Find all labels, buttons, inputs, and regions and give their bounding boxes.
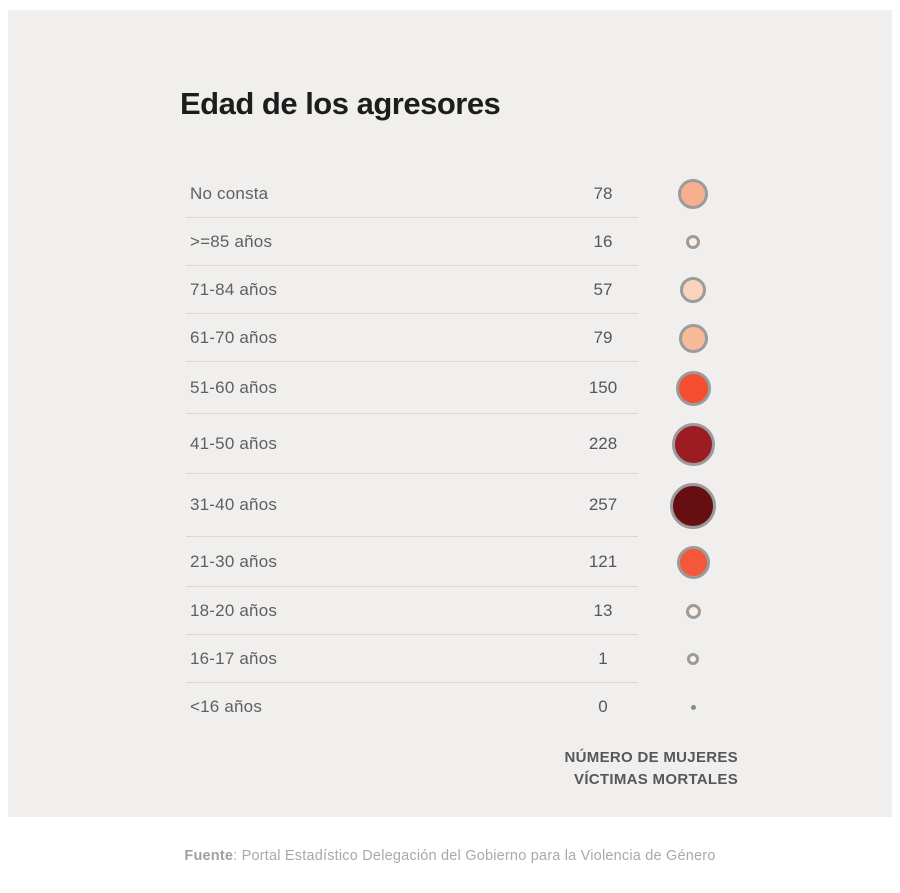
victim-count-value: 57 xyxy=(593,279,613,299)
age-range-label: 16-17 años xyxy=(190,648,278,668)
age-range-label: >=85 años xyxy=(190,231,273,251)
age-rows: No consta 78 >=85 años 16 71-84 años 57 … xyxy=(186,170,748,731)
row-bullet-cell xyxy=(638,314,748,362)
value-circle-mark xyxy=(671,422,715,466)
victim-count-value: 121 xyxy=(588,551,618,571)
row-main: 61-70 años 79 xyxy=(186,314,638,362)
table-row: <16 años 0 xyxy=(186,683,748,731)
value-circle-mark xyxy=(676,545,710,579)
row-bullet-cell xyxy=(638,537,748,587)
value-circle-mark xyxy=(690,704,696,710)
victim-count-value: 228 xyxy=(588,433,618,453)
table-row: No consta 78 xyxy=(186,170,748,218)
table-row: 31-40 años 257 xyxy=(186,474,748,537)
age-list: No consta 78 >=85 años 16 71-84 años 57 … xyxy=(186,170,748,791)
age-range-label: 41-50 años xyxy=(190,433,278,453)
row-main: 51-60 años 150 xyxy=(186,362,638,414)
age-range-label: 61-70 años xyxy=(190,327,278,347)
victim-count-value: 1 xyxy=(598,648,608,668)
row-bullet-cell xyxy=(638,635,748,683)
value-axis-label-line1: NÚMERO DE MUJERES xyxy=(564,749,738,766)
row-main: 21-30 años 121 xyxy=(186,537,638,587)
page-title: Edad de los agresores xyxy=(180,86,501,121)
row-bullet-cell xyxy=(638,474,748,537)
row-bullet-cell xyxy=(638,218,748,266)
victim-count-value: 16 xyxy=(593,231,613,251)
row-main: 18-20 años 13 xyxy=(186,587,638,635)
row-main: 31-40 años 257 xyxy=(186,474,638,537)
source-caption-label: Fuente xyxy=(184,848,234,864)
table-row: 41-50 años 228 xyxy=(186,414,748,474)
table-row: 71-84 años 57 xyxy=(186,266,748,314)
row-bullet-cell xyxy=(638,587,748,635)
row-bullet-cell xyxy=(638,414,748,474)
value-circle-mark xyxy=(678,323,708,353)
value-circle-mark xyxy=(686,235,700,249)
row-main: No consta 78 xyxy=(186,170,638,218)
row-main: 41-50 años 228 xyxy=(186,414,638,474)
age-range-label: 71-84 años xyxy=(190,279,278,299)
value-circle-mark xyxy=(687,653,699,665)
row-main: 16-17 años 1 xyxy=(186,635,638,683)
source-caption: Fuente: Portal Estadístico Delegación de… xyxy=(0,848,900,864)
row-bullet-cell xyxy=(638,170,748,218)
table-row: 51-60 años 150 xyxy=(186,362,748,414)
chart-card: Edad de los agresores No consta 78 >=85 … xyxy=(8,10,892,817)
value-circle-mark xyxy=(675,370,711,406)
age-range-label: 51-60 años xyxy=(190,377,278,397)
age-range-label: No consta xyxy=(190,183,269,203)
row-main: >=85 años 16 xyxy=(186,218,638,266)
row-bullet-cell xyxy=(638,362,748,414)
value-circle-mark xyxy=(678,179,708,209)
table-row: 61-70 años 79 xyxy=(186,314,748,362)
value-circle-mark xyxy=(680,277,706,303)
victim-count-value: 0 xyxy=(598,697,608,716)
row-main: <16 años 0 xyxy=(186,683,638,731)
age-range-label: 31-40 años xyxy=(190,495,278,514)
table-row: 21-30 años 121 xyxy=(186,537,748,587)
source-caption-text: : Portal Estadístico Delegación del Gobi… xyxy=(233,848,716,864)
victim-count-value: 79 xyxy=(593,327,613,347)
value-circle-mark xyxy=(685,603,701,619)
value-axis-label: NÚMERO DE MUJERES VÍCTIMAS MORTALES xyxy=(186,747,748,791)
age-range-label: <16 años xyxy=(190,697,263,716)
table-row: 16-17 años 1 xyxy=(186,635,748,683)
row-bullet-cell xyxy=(638,266,748,314)
value-axis-label-line2: VÍCTIMAS MORTALES xyxy=(574,771,738,788)
victim-count-value: 150 xyxy=(588,377,618,397)
victim-count-value: 257 xyxy=(588,495,618,514)
value-circle-mark xyxy=(670,482,716,529)
age-range-label: 21-30 años xyxy=(190,551,278,571)
table-row: 18-20 años 13 xyxy=(186,587,748,635)
age-range-label: 18-20 años xyxy=(190,600,278,620)
victim-count-value: 78 xyxy=(593,183,613,203)
row-main: 71-84 años 57 xyxy=(186,266,638,314)
row-bullet-cell xyxy=(638,683,748,731)
victim-count-value: 13 xyxy=(593,600,613,620)
table-row: >=85 años 16 xyxy=(186,218,748,266)
